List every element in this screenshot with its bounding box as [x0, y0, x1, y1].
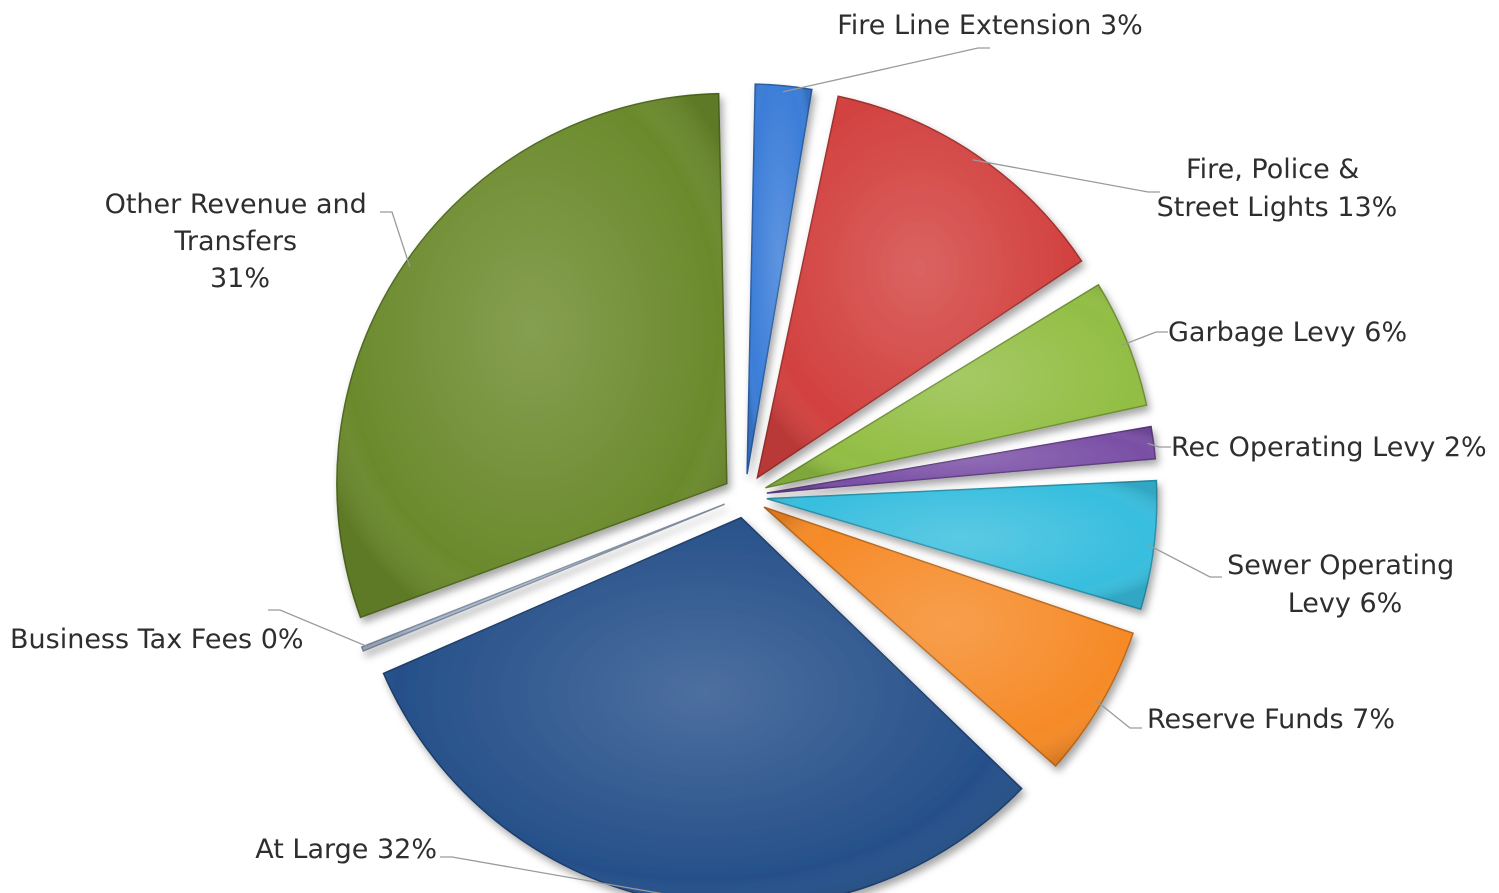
leader-line: [1095, 699, 1142, 729]
pie-slice-highlight: [747, 84, 812, 475]
leader-line: [1147, 544, 1222, 578]
label-garbage-levy: Garbage Levy 6%: [1168, 317, 1407, 348]
pie-slice-highlight: [361, 504, 725, 652]
label-at-large: At Large 32%: [255, 834, 437, 865]
pie-slice-highlight: [766, 426, 1156, 494]
label-fire-police-street-lights: Fire, Police & Street Lights 13%: [1157, 154, 1398, 223]
pie-slice-highlight: [765, 284, 1147, 488]
label-sewer-operating-levy: Sewer Operating Levy 6%: [1227, 550, 1463, 619]
label-other-revenue-and-transfers: Other Revenue and Transfers 31%: [105, 189, 376, 294]
label-reserve-funds: Reserve Funds 7%: [1147, 704, 1395, 735]
data-labels: Fire Line Extension 3% Fire, Police & St…: [10, 10, 1487, 865]
leader-line: [782, 47, 990, 93]
leader-line: [1121, 331, 1168, 346]
leader-line: [380, 211, 411, 268]
pie-slice-highlight: [757, 96, 1082, 478]
pie-slices: [336, 83, 1158, 893]
pie-slice-highlight: [336, 93, 727, 618]
pie-slice-highlight: [764, 507, 1134, 767]
pie-slice-highlight: [383, 517, 1022, 893]
leader-line: [1147, 442, 1171, 448]
leader-line: [268, 609, 369, 648]
leader-lines: [268, 47, 1222, 893]
label-business-tax-fees: Business Tax Fees 0%: [10, 624, 304, 655]
label-fire-line-extension: Fire Line Extension 3%: [837, 10, 1143, 41]
leader-line: [972, 159, 1160, 193]
pie-slice-highlight: [766, 480, 1157, 610]
leader-line: [440, 856, 663, 893]
label-rec-operating-levy: Rec Operating Levy 2%: [1171, 432, 1487, 463]
